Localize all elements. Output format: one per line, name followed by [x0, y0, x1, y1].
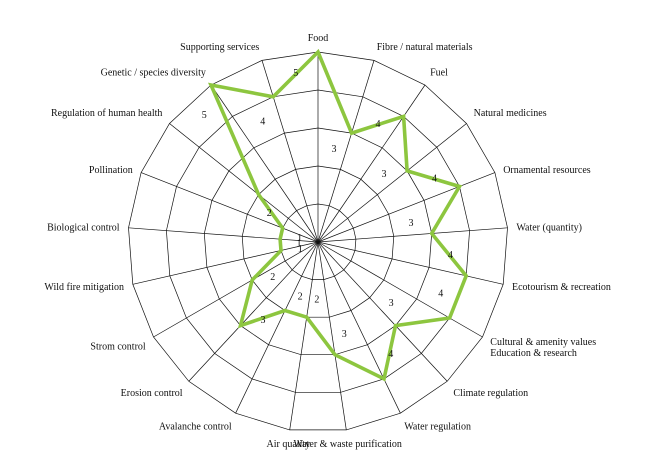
category-label: Pollination: [89, 165, 133, 176]
category-label: Ornamental resources: [503, 165, 591, 176]
grid-ring-5: [128, 51, 508, 431]
spoke: [132, 241, 319, 285]
grid-ring-3: [203, 127, 433, 356]
value-label: 3: [389, 298, 394, 309]
value-label: 4: [438, 289, 443, 300]
value-label: 4: [448, 250, 453, 261]
spoke: [317, 84, 426, 243]
spoke: [317, 60, 375, 243]
category-label: Water & waste purification: [294, 439, 402, 450]
spoke: [317, 172, 496, 243]
value-label: 2: [298, 292, 303, 303]
category-label: Erosion control: [121, 388, 183, 399]
value-label: 3: [409, 218, 414, 229]
value-label: 3: [261, 315, 266, 326]
category-label: Avalanche control: [159, 421, 232, 432]
spoke: [317, 241, 504, 285]
category-label: Water (quantity): [516, 223, 582, 234]
value-label: 2: [267, 208, 272, 219]
spoke: [235, 241, 319, 414]
value-label: 3: [332, 144, 337, 155]
radar-grid: [128, 51, 508, 431]
value-label: 4: [260, 117, 265, 128]
category-label: Climate regulation: [453, 388, 528, 399]
category-label: Water regulation: [404, 421, 471, 432]
value-label: 5: [293, 68, 298, 79]
category-label: Fibre / natural materials: [377, 42, 473, 53]
series-layer: [207, 48, 469, 382]
value-label: 5: [202, 110, 207, 121]
value-label: 1: [297, 233, 302, 244]
spoke: [317, 241, 401, 414]
spoke: [317, 227, 508, 243]
value-label: 1: [297, 239, 302, 250]
category-label: Food: [308, 33, 329, 44]
value-label: 4: [432, 173, 437, 184]
category-label: Supporting services: [180, 42, 259, 53]
value-label: 2: [270, 272, 275, 283]
value-label: 2: [314, 295, 319, 306]
spoke: [169, 123, 319, 243]
category-labels: Food Fibre / natural materials Fuel Natural…: [44, 33, 610, 450]
spoke: [289, 241, 319, 430]
spoke: [210, 84, 319, 243]
category-label: Air quality: [266, 439, 310, 450]
spoke: [153, 241, 319, 338]
spoke: [128, 227, 319, 243]
category-label: Fuel: [430, 68, 448, 79]
category-label: Strom control: [90, 342, 145, 353]
spoke: [317, 241, 448, 382]
grid-ring-1: [279, 203, 357, 280]
value-label: 3: [382, 169, 387, 180]
series-line: [207, 48, 469, 382]
value-label: 4: [376, 119, 381, 130]
spoke: [261, 60, 319, 243]
category-label: Regulation of human health: [51, 108, 162, 119]
category-label: Cultural & amenity values Education & res…: [490, 337, 596, 359]
value-label: 3: [342, 329, 347, 340]
spoke: [188, 241, 319, 382]
category-label: Natural medicines: [474, 108, 547, 119]
spoke: [317, 123, 467, 243]
value-label: 1: [298, 244, 303, 255]
category-label: Ecotourism & recreation: [512, 282, 611, 293]
spoke: [317, 241, 483, 338]
category-label: Biological control: [47, 223, 120, 234]
value-label: 4: [388, 349, 393, 360]
grid-ring-2: [241, 165, 395, 318]
grid-ring-4: [166, 89, 470, 393]
category-label: Genetic / species diversity: [101, 68, 206, 79]
category-label: Wild fire mitigation: [44, 282, 124, 293]
spoke: [317, 241, 347, 430]
spoke: [140, 172, 319, 243]
